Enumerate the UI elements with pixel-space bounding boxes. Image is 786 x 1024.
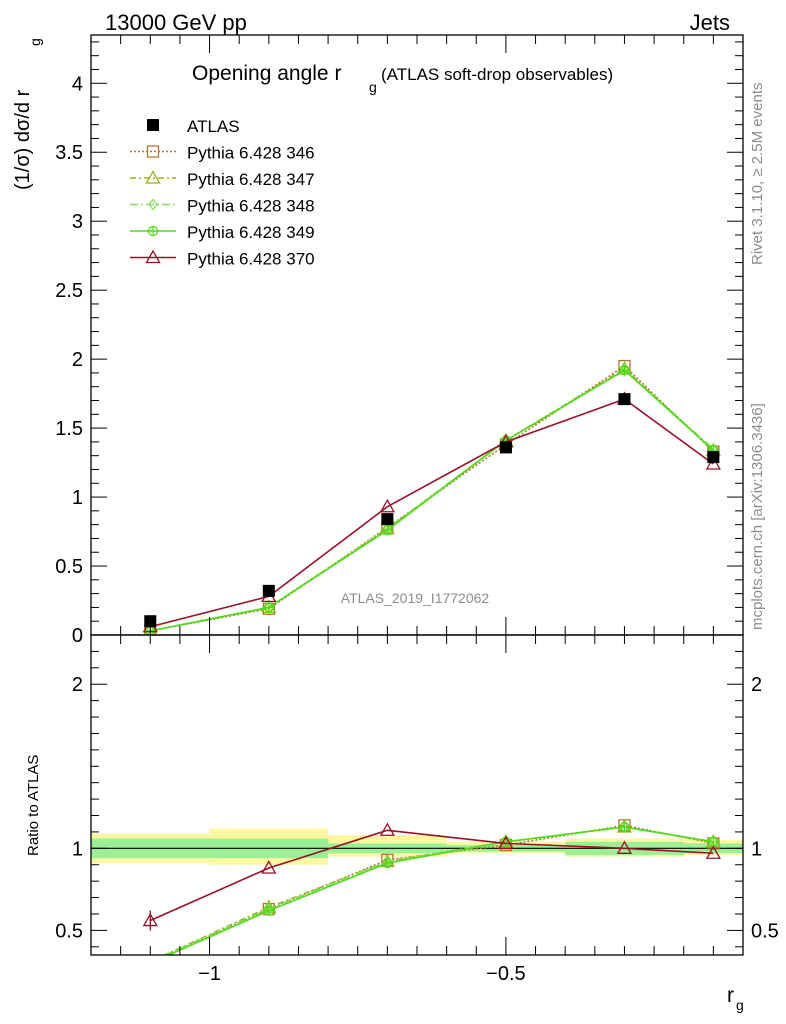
data-point	[262, 584, 275, 597]
y-tick-label: 3.5	[55, 142, 83, 164]
ratio-series-point	[705, 845, 721, 859]
ratio-tick-label-right: 2	[751, 674, 762, 696]
ratio-tick-label-right: 1	[751, 838, 762, 860]
data-point	[499, 441, 512, 454]
y-tick-label: 1.5	[55, 418, 83, 440]
ratio-series-point	[146, 959, 155, 968]
ratio-tick-label-left: 1	[72, 838, 83, 860]
legend-label: Pythia 6.428 349	[187, 223, 315, 242]
ratio-frame	[90, 634, 744, 956]
ratio-series-point	[382, 857, 393, 869]
x-tick-label: −1	[198, 963, 221, 985]
ratio-tick-label-left: 0.5	[55, 920, 83, 942]
y-tick-label: 2	[72, 349, 83, 371]
ylabel-main: (1/σ) dσ/d r	[12, 89, 34, 190]
legend-item: Pythia 6.428 346	[130, 144, 315, 163]
y-tick-label: 0.5	[55, 556, 83, 578]
series-point	[382, 525, 393, 536]
series-point	[145, 624, 156, 635]
axes: 0 0.5 1 1.5 2 2.5 3 3.5 4 0.5 0.5 1 1 2 2 −1 −0.5	[55, 34, 779, 985]
ratio-uncertainty-bands	[91, 828, 743, 865]
header-left: 13000 GeV pp	[105, 10, 247, 35]
legend-label: Pythia 6.428 370	[187, 250, 315, 269]
y-tick-label: 0	[72, 625, 83, 647]
ratio-series-point	[149, 953, 151, 955]
y-tick-label: 1	[72, 487, 83, 509]
ratio-series-line	[162, 826, 714, 955]
rivet-label: Rivet 3.1.10, ≥ 2.5M events	[749, 83, 766, 266]
ratio-series-point	[146, 957, 154, 967]
ratio-panel-series	[142, 819, 721, 969]
series-lines	[142, 359, 721, 969]
ratio-series-point	[616, 840, 633, 854]
legend-item: Pythia 6.428 349	[130, 223, 315, 242]
plot-title: Opening angle r g (ATLAS soft-drop obser…	[192, 62, 613, 95]
xlabel-main: r	[727, 984, 734, 1007]
y-tick-label: 2.5	[55, 280, 83, 302]
legend-item: Pythia 6.428 370	[130, 250, 315, 269]
data-point	[707, 451, 720, 464]
x-tick-label: −0.5	[486, 963, 525, 985]
ratio-series-point	[498, 835, 514, 850]
legend-marker	[145, 249, 161, 264]
series-point	[263, 602, 274, 613]
series-point	[619, 365, 630, 376]
series-point	[379, 498, 395, 513]
legend-marker	[148, 198, 158, 211]
ratio-series-point	[379, 822, 395, 836]
y-axis-title: (1/σ) dσ/d r g	[12, 38, 43, 190]
legend-label: Pythia 6.428 346	[187, 144, 315, 163]
series-point	[705, 456, 721, 470]
legend-item: Pythia 6.428 348	[130, 197, 315, 216]
main-panel-series	[142, 359, 721, 635]
ratio-series-line	[166, 826, 714, 955]
series-line	[150, 369, 714, 632]
ratio-series-point	[145, 958, 156, 969]
title-suffix: (ATLAS soft-drop observables)	[381, 65, 613, 84]
legend-marker	[146, 145, 160, 158]
title-sub: g	[369, 79, 377, 95]
legend-label: Pythia 6.428 348	[187, 197, 315, 216]
ratio-series-point	[263, 905, 274, 916]
analysis-label: ATLAS_2019_I1772062	[341, 590, 490, 606]
ratio-series-point	[708, 836, 719, 847]
legend-item: Pythia 6.428 347	[130, 170, 315, 189]
legend-marker	[147, 225, 159, 237]
ratio-series-point	[261, 860, 277, 874]
legend-label: Pythia 6.428 347	[187, 170, 315, 189]
y-tick-label: 4	[72, 73, 83, 95]
legend-label: ATLAS	[187, 117, 240, 136]
ratio-ylabel: Ratio to ATLAS	[25, 755, 42, 856]
data-point	[144, 615, 157, 628]
ratio-series-point	[619, 821, 630, 833]
mcplots-label: mcplots.cern.ch [arXiv:1306.3436]	[749, 403, 766, 630]
ratio-series-line	[149, 829, 714, 922]
ratio-tick-label-right: 0.5	[751, 920, 779, 942]
ratio-tick-label-left: 2	[72, 674, 83, 696]
ylabel-sub: g	[27, 38, 43, 46]
data-point	[381, 513, 394, 526]
x-axis-title: r g	[727, 984, 744, 1013]
legend-item: ATLAS	[147, 117, 240, 136]
data-point	[618, 393, 631, 406]
header-right: Jets	[690, 10, 730, 35]
legend-marker	[145, 170, 161, 184]
series-line	[150, 398, 714, 628]
xlabel-sub: g	[736, 997, 744, 1013]
y-tick-label: 3	[72, 211, 83, 233]
legend: ATLAS Pythia 6.428 346 Pythia 6.428 347 Pyt…	[130, 117, 315, 269]
legend-marker	[147, 119, 159, 131]
title-main: Opening angle r	[192, 62, 341, 85]
